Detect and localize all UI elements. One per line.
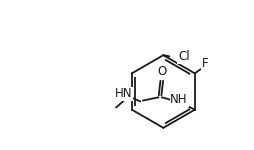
Text: Cl: Cl bbox=[178, 50, 190, 63]
Text: F: F bbox=[202, 57, 209, 70]
Text: NH: NH bbox=[170, 93, 188, 106]
Text: HN: HN bbox=[115, 87, 132, 100]
Text: O: O bbox=[157, 65, 166, 78]
